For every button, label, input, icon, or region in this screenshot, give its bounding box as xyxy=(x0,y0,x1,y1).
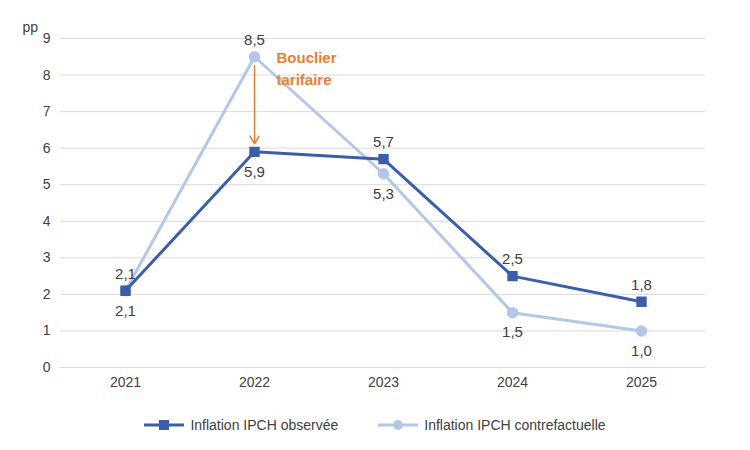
svg-text:2: 2 xyxy=(43,286,51,302)
svg-text:1,8: 1,8 xyxy=(631,276,652,293)
html-text:Inflation IPCH contrefactuelle: Inflation IPCH contrefactuelle xyxy=(424,417,606,433)
svg-text:2,1: 2,1 xyxy=(115,265,136,282)
svg-text:Boucliertarifaire: Boucliertarifaire xyxy=(277,49,337,88)
svg-text:1,5: 1,5 xyxy=(502,323,523,340)
svg-text:4: 4 xyxy=(43,213,51,229)
svg-text:9: 9 xyxy=(43,30,51,46)
svg-text:5,7: 5,7 xyxy=(373,133,394,150)
svg-text:8: 8 xyxy=(43,67,51,83)
svg-text:7: 7 xyxy=(43,103,51,119)
svg-text:6: 6 xyxy=(43,140,51,156)
svg-text:2022: 2022 xyxy=(239,374,270,390)
svg-text:1: 1 xyxy=(43,322,51,338)
svg-text:2025: 2025 xyxy=(626,374,657,390)
svg-text:2023: 2023 xyxy=(368,374,399,390)
svg-text:5: 5 xyxy=(43,176,51,192)
html-text:Inflation IPCH observée: Inflation IPCH observée xyxy=(190,417,339,433)
svg-text:1,0: 1,0 xyxy=(631,342,652,359)
svg-text:3: 3 xyxy=(43,249,51,265)
svg-text:2,1: 2,1 xyxy=(115,302,136,319)
svg-text:5,9: 5,9 xyxy=(244,163,265,180)
svg-text:2021: 2021 xyxy=(110,374,141,390)
svg-text:8,5: 8,5 xyxy=(244,31,265,48)
svg-text:2024: 2024 xyxy=(497,374,528,390)
svg-text:2,5: 2,5 xyxy=(502,250,523,267)
svg-text:pp: pp xyxy=(23,19,39,35)
svg-text:0: 0 xyxy=(43,359,51,375)
svg-text:5,3: 5,3 xyxy=(373,185,394,202)
